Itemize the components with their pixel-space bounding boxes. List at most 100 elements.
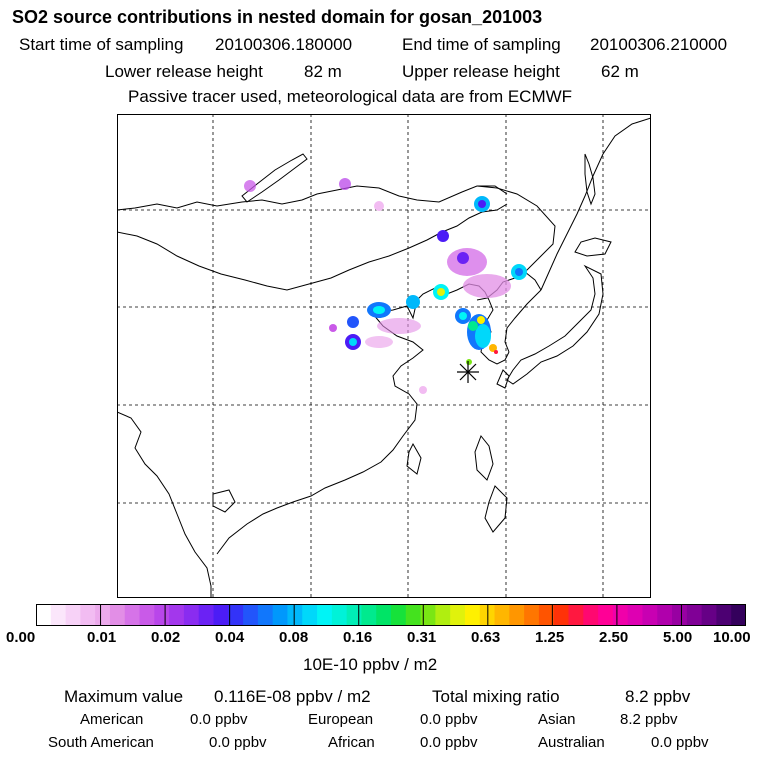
plume-cell <box>459 312 467 320</box>
honshu-island <box>506 264 604 385</box>
start-time-label: Start time of sampling <box>19 35 184 54</box>
plume-cell <box>406 295 420 309</box>
se-asia-coast <box>117 411 212 598</box>
colorbar-cell <box>272 604 289 626</box>
colorbar-cell <box>642 604 658 626</box>
colorbar-tick-label: 0.00 <box>6 629 36 646</box>
plume-cell <box>468 321 478 331</box>
plume-cell <box>244 180 256 192</box>
plume-cell <box>477 316 485 324</box>
mongolia-russia-border <box>117 185 508 211</box>
colorbar-cell <box>672 604 688 626</box>
colorbar-cell <box>657 604 673 626</box>
plume-cell <box>349 338 357 346</box>
plume-cell <box>339 178 351 190</box>
colorbar-cell <box>243 604 259 626</box>
colorbar-cell <box>391 604 407 626</box>
mongolia-china-border <box>117 203 508 291</box>
colorbar-tick-label: 5.00 <box>663 629 693 646</box>
plume-cell <box>494 350 498 354</box>
european-value: 0.0 ppbv <box>420 711 478 728</box>
european-label: European <box>308 711 374 728</box>
asian-value: 8.2 ppbv <box>620 711 678 728</box>
australian-value: 0.0 ppbv <box>651 734 709 751</box>
colorbar-cell <box>524 604 540 626</box>
south-china-coast <box>216 501 294 555</box>
african-value: 0.0 ppbv <box>420 734 478 751</box>
sakhalin-island <box>584 153 596 206</box>
plume-cell <box>419 386 427 394</box>
colorbar-cell <box>331 604 348 626</box>
plume-cell <box>478 200 486 208</box>
colorbar-cell <box>80 604 96 626</box>
end-time-value: 20100306.210000 <box>590 35 728 54</box>
colorbar-cell <box>583 604 599 626</box>
colorbar-cell <box>435 604 451 626</box>
luzon-island <box>474 435 494 481</box>
map-frame <box>117 114 651 598</box>
total-mixing-value: 8.2 ppbv <box>625 687 691 706</box>
colorbar-cell <box>139 604 155 626</box>
colorbar-cell <box>65 604 81 626</box>
kyushu-island <box>496 369 510 389</box>
colorbar-tick-label: 0.08 <box>279 629 309 646</box>
plume-cell <box>374 201 384 211</box>
max-value-label: Maximum value <box>64 687 184 706</box>
colorbar-cell <box>464 604 481 626</box>
colorbar-cell <box>287 604 303 626</box>
african-label: African <box>328 734 375 751</box>
upper-release-label: Upper release height <box>402 62 560 81</box>
philippine-islands <box>484 485 508 533</box>
asian-label: Asian <box>538 711 576 728</box>
colorbar-tick-label: 1.25 <box>535 629 565 646</box>
colorbar-cell <box>731 604 746 626</box>
end-time-label: End time of sampling <box>402 35 561 54</box>
hokkaido-island <box>574 237 612 257</box>
colorbar-tick-label: 0.63 <box>471 629 501 646</box>
colorbar-tick-label: 0.01 <box>87 629 117 646</box>
american-label: American <box>80 711 144 728</box>
colorbar-cell <box>95 604 111 626</box>
colorbar-unit: 10E-10 ppbv / m2 <box>303 655 438 674</box>
colorbar <box>36 604 746 626</box>
colorbar-cell <box>612 604 629 626</box>
colorbar-cell <box>228 604 244 626</box>
colorbar-tick-label: 10.00 <box>713 629 751 646</box>
american-value: 0.0 ppbv <box>190 711 248 728</box>
colorbar-cell <box>198 604 215 626</box>
colorbar-cell <box>109 604 126 626</box>
lake-baikal <box>241 153 308 203</box>
colorbar-tick-label: 0.16 <box>343 629 373 646</box>
source-contribution-map <box>117 114 651 598</box>
colorbar-cell <box>183 604 200 626</box>
colorbar-tick-label: 0.02 <box>151 629 181 646</box>
colorbar-cell <box>701 604 718 626</box>
plume-cell <box>437 288 445 296</box>
colorbar-cell <box>568 604 584 626</box>
colorbar-cell <box>538 604 555 626</box>
colorbar-cell <box>405 604 422 626</box>
plume-sources <box>244 178 527 394</box>
south-american-label: South American <box>48 734 154 751</box>
plume-cell <box>466 359 472 365</box>
plume-cell <box>377 318 421 334</box>
plume-cell <box>437 230 449 242</box>
colorbar-cell <box>36 604 52 626</box>
plume-cell <box>489 344 497 352</box>
colorbar-cell <box>257 604 274 626</box>
china-east-coast <box>292 313 424 503</box>
australian-label: Australian <box>538 734 605 751</box>
colorbar-frame <box>36 604 746 626</box>
korea-east-coast <box>504 289 542 353</box>
page-title: SO2 source contributions in nested domai… <box>12 7 543 27</box>
colorbar-cell <box>627 604 644 626</box>
colorbar-cell <box>420 604 436 626</box>
plume-cell <box>347 316 359 328</box>
colorbar-cell <box>346 604 363 626</box>
colorbar-cell <box>154 604 170 626</box>
plume-cell <box>373 306 385 314</box>
colorbar-cell <box>213 604 229 626</box>
coastlines-borders <box>117 117 651 598</box>
colorbar-tick-label: 0.04 <box>215 629 245 646</box>
colorbar-cell <box>686 604 703 626</box>
